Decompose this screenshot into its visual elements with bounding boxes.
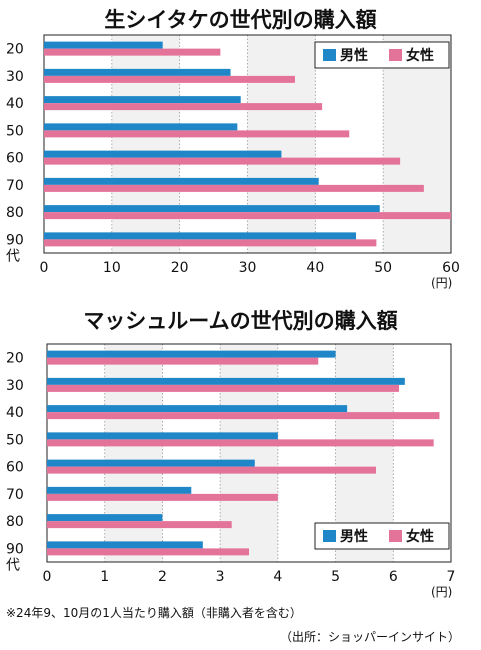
chart2-category-label: 80 — [6, 514, 24, 530]
chart1-bar-female-80 — [44, 212, 451, 220]
chart1-category-label: 60 — [6, 151, 24, 167]
chart2-bar-male-20 — [47, 350, 336, 358]
chart1-category-label: 50 — [6, 123, 24, 139]
chart2-legend-swatch — [389, 530, 402, 542]
chart2-x-tick-label: 0 — [43, 569, 52, 585]
chart2-category-label: 20 — [6, 351, 24, 367]
chart2-bar-female-30 — [47, 384, 400, 392]
chart1-x-tick-label: 10 — [103, 260, 121, 276]
chart2-x-tick-label: 2 — [158, 569, 167, 585]
chart2-bar-male-30 — [47, 377, 405, 385]
chart2-x-tick-label: 1 — [100, 569, 109, 585]
chart1-legend-label: 男性 — [340, 47, 368, 64]
chart2-band — [104, 344, 163, 562]
chart1-bar-female-30 — [44, 75, 295, 83]
chart2-bar-female-20 — [47, 357, 319, 365]
chart1-bar-female-90 — [44, 239, 377, 247]
chart2-x-tick-label: 7 — [447, 569, 456, 585]
chart2-band — [220, 344, 278, 562]
chart2-bar-male-80 — [47, 514, 163, 522]
chart1-bar-male-60 — [44, 150, 282, 158]
chart2-category-label: 50 — [6, 432, 24, 448]
chart2-x-tick-label: 4 — [273, 569, 282, 585]
source-note: （出所：ショッパーインサイト） — [280, 630, 461, 644]
chart1-category-suffix: 代 — [6, 248, 20, 264]
chart1-x-tick-label: 20 — [171, 260, 189, 276]
chart1-category-label: 70 — [6, 178, 24, 194]
chart1-category-label: 80 — [6, 205, 24, 221]
chart2-category-label: 90 — [6, 541, 24, 557]
chart1-unit-label: (円) — [431, 276, 452, 290]
chart2-bar-female-60 — [47, 466, 376, 474]
chart2-category-label: 30 — [6, 378, 24, 394]
chart1-bar-female-70 — [44, 184, 424, 192]
chart2-x-tick-label: 3 — [216, 569, 225, 585]
chart2-bar-male-60 — [47, 459, 255, 467]
chart1-bar-female-20 — [44, 48, 221, 56]
chart2-bar-female-40 — [47, 412, 440, 420]
chart2-legend-label: 女性 — [406, 528, 434, 545]
chart2-bar-male-90 — [47, 541, 203, 549]
chart1-legend — [314, 41, 450, 69]
chart1-bar-male-70 — [44, 177, 319, 185]
footnote: ※24年9、10月の1人当たり購入額（非購入者を含む） — [6, 606, 302, 620]
chart1-bar-male-80 — [44, 205, 380, 213]
chart1-legend-label: 女性 — [406, 47, 434, 64]
chart2-x-tick-label: 5 — [331, 569, 340, 585]
chart2-legend-label: 男性 — [340, 528, 368, 545]
chart1-legend-swatch — [389, 49, 402, 61]
chart1-bar-male-90 — [44, 232, 357, 240]
chart2-bar-male-70 — [47, 486, 192, 494]
chart2-legend-swatch — [323, 530, 336, 542]
chart1-bar-female-50 — [44, 130, 350, 138]
chart2-category-label: 70 — [6, 487, 24, 503]
chart2-unit-label: (円) — [431, 585, 452, 599]
chart1-bar-female-60 — [44, 157, 401, 165]
chart1-x-tick-label: 50 — [374, 260, 392, 276]
chart2-bar-male-40 — [47, 405, 348, 413]
chart2-bar-female-70 — [47, 493, 278, 501]
chart2-bar-female-90 — [47, 548, 249, 556]
chart2-bar-male-50 — [47, 432, 278, 440]
chart2-category-suffix: 代 — [6, 557, 20, 573]
chart1-category-label: 30 — [6, 69, 24, 85]
chart1-bar-male-20 — [44, 41, 163, 49]
chart1-bar-male-30 — [44, 68, 231, 76]
chart2-bar-female-80 — [47, 521, 232, 529]
chart1-x-tick-label: 0 — [40, 260, 49, 276]
chart1-frame — [43, 34, 452, 254]
chart1-category-label: 90 — [6, 232, 24, 248]
chart1-bar-female-40 — [44, 103, 323, 111]
chart2-bar-female-50 — [47, 439, 434, 447]
chart-1-title: 生シイタケの世代別の購入額 — [104, 8, 377, 32]
chart-2-title: マッシュルームの世代別の購入額 — [83, 309, 398, 333]
chart2-x-tick-label: 6 — [389, 569, 398, 585]
chart2-legend — [314, 522, 450, 550]
chart1-category-label: 20 — [6, 42, 24, 58]
chart2-frame — [46, 343, 452, 563]
chart1-bar-male-50 — [44, 123, 238, 131]
chart1-x-tick-label: 30 — [239, 260, 257, 276]
chart1-category-label: 40 — [6, 96, 24, 112]
chart1-legend-swatch — [323, 49, 336, 61]
chart1-bar-male-40 — [44, 96, 241, 104]
chart2-category-label: 40 — [6, 405, 24, 421]
chart2-category-label: 60 — [6, 460, 24, 476]
chart1-x-tick-label: 60 — [442, 260, 460, 276]
chart1-x-tick-label: 40 — [306, 260, 324, 276]
